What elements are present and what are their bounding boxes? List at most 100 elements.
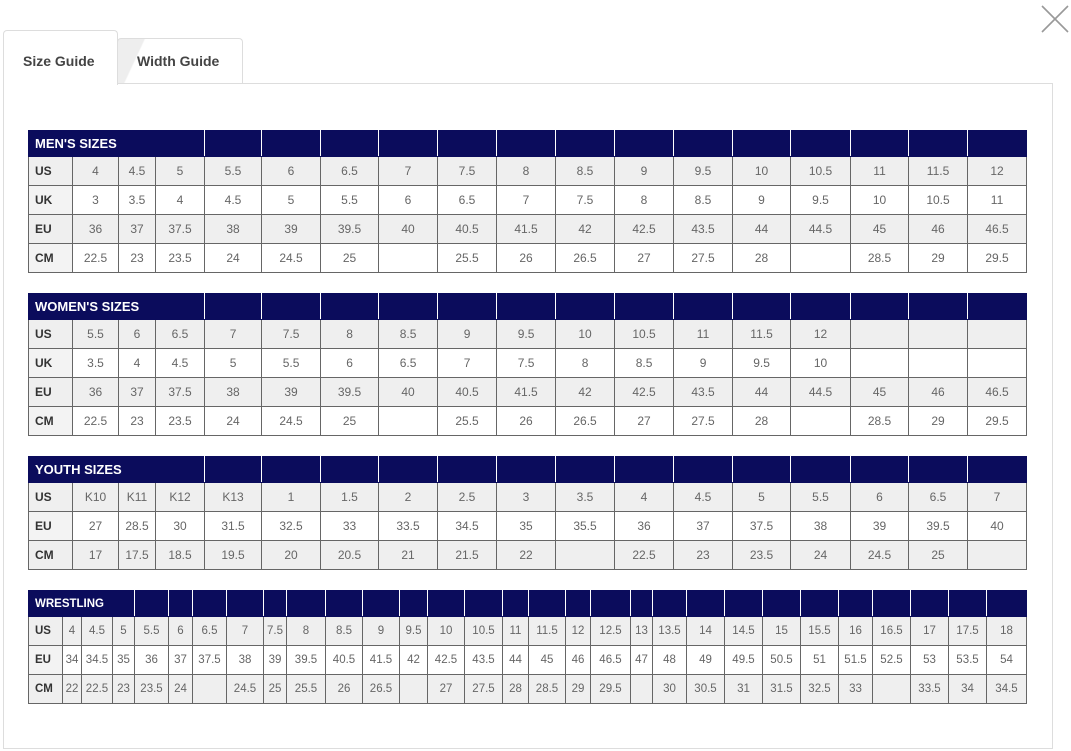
header-cell — [652, 590, 687, 617]
size-cell: 29.5 — [590, 674, 631, 704]
size-cell: 26.5 — [555, 406, 616, 436]
size-cell: 2.5 — [437, 482, 497, 512]
row-label: EU — [28, 214, 73, 244]
size-cell: 29 — [565, 674, 591, 704]
size-cell: 8.5 — [614, 348, 675, 378]
size-cell: 5 — [112, 616, 135, 646]
tab-width-guide[interactable]: Width Guide — [117, 38, 243, 84]
size-cell: 50.5 — [762, 645, 801, 675]
size-cell: 1.5 — [320, 482, 379, 512]
size-cell: 44 — [502, 645, 529, 675]
size-cell: 39 — [850, 511, 909, 541]
size-cell: 23.5 — [154, 406, 206, 436]
header-cell — [378, 130, 439, 157]
size-cell: 45 — [850, 214, 910, 244]
header-cell — [986, 590, 1027, 617]
size-cell: 25 — [263, 674, 287, 704]
size-cell: 30 — [652, 674, 687, 704]
size-cell — [908, 348, 969, 378]
size-cell: 6.5 — [378, 348, 439, 378]
row-label: EU — [28, 645, 63, 675]
header-cell — [204, 293, 263, 320]
table-row-uk: UK 3 3.5 4 4.5 5 5.5 6 6.5 7 7.5 8 8.5 9 9.5 10 10.5 11 — [28, 185, 1028, 215]
size-cell: 40 — [378, 377, 439, 407]
size-cell: 46.5 — [590, 645, 631, 675]
header-cell — [378, 456, 438, 483]
close-button[interactable] — [1040, 5, 1070, 33]
size-cell: 11 — [850, 156, 910, 186]
size-cell: 7 — [204, 319, 263, 349]
size-cell — [790, 406, 852, 436]
size-cell: 40.5 — [437, 214, 498, 244]
size-cell: 22.5 — [72, 406, 119, 436]
table-row-eu: EU 27 28.5 30 31.5 32.5 33 33.5 34.5 35 35.5 36 37 37… — [28, 511, 1027, 541]
tab-label: Width Guide — [137, 53, 220, 69]
size-cell: 41.5 — [362, 645, 400, 675]
size-cell: 33.5 — [378, 511, 438, 541]
table-row-us: US 5.5 6 6.5 7 7.5 8 8.5 9 9.5 10 10.5 11 11.5 12 — [28, 319, 1028, 349]
size-cell — [378, 406, 439, 436]
size-cell: 11.5 — [528, 616, 566, 646]
size-cell: 35.5 — [555, 511, 615, 541]
size-cell: 39 — [263, 645, 287, 675]
header-cell — [948, 590, 987, 617]
size-cell: 24 — [790, 540, 851, 570]
tab-size-guide[interactable]: Size Guide — [3, 30, 118, 85]
header-cell — [263, 590, 287, 617]
header-cell — [732, 456, 791, 483]
size-cell: 46 — [908, 214, 969, 244]
size-cell: 8.5 — [325, 616, 363, 646]
size-cell: 7.5 — [555, 185, 616, 215]
row-label: US — [28, 482, 73, 512]
size-cell: 37 — [118, 377, 156, 407]
table-row-cm: CM 22.5 23 23.5 24 24.5 25 25.5 26 26.5 27 27.5 28 28… — [28, 243, 1028, 273]
size-cell: 6.5 — [154, 319, 206, 349]
size-cell — [399, 674, 428, 704]
size-cell: 36 — [134, 645, 169, 675]
size-cell: 3.5 — [72, 348, 119, 378]
header-cell — [686, 590, 725, 617]
size-cell: 46.5 — [967, 214, 1028, 244]
size-cell: 26 — [325, 674, 363, 704]
header-cell — [204, 456, 262, 483]
size-cell: 6.5 — [192, 616, 227, 646]
header-cell — [872, 590, 911, 617]
header-cell — [908, 293, 969, 320]
size-cell: 5 — [732, 482, 791, 512]
header-cell — [967, 130, 1028, 157]
size-cell: 23.5 — [154, 243, 206, 273]
size-cell: 22 — [62, 674, 82, 704]
size-cell: 4 — [72, 156, 119, 186]
size-cell: 25.5 — [286, 674, 326, 704]
size-cell — [850, 319, 910, 349]
size-cell: 18 — [986, 616, 1027, 646]
header-cell — [673, 456, 733, 483]
size-cell: 6.5 — [908, 482, 968, 512]
size-cell: 9 — [437, 319, 498, 349]
header-cell — [204, 130, 263, 157]
size-cell: 20 — [261, 540, 321, 570]
header-cell — [724, 590, 763, 617]
close-x-icon — [1041, 5, 1069, 33]
size-cell: 13.5 — [652, 616, 687, 646]
size-cell: 29 — [908, 406, 969, 436]
size-cell: 42.5 — [614, 377, 675, 407]
size-cell: 11.5 — [908, 156, 969, 186]
size-cell: 3.5 — [555, 482, 615, 512]
size-cell: 11.5 — [732, 319, 792, 349]
header-cell — [399, 590, 428, 617]
size-cell: 10 — [427, 616, 465, 646]
size-cell: 45 — [528, 645, 566, 675]
size-cell: 49.5 — [724, 645, 763, 675]
size-cell: 12 — [967, 156, 1028, 186]
size-cell: 12 — [565, 616, 591, 646]
header-cell — [908, 130, 969, 157]
header-cell — [555, 130, 616, 157]
size-cell: 26.5 — [362, 674, 400, 704]
row-label: CM — [28, 406, 73, 436]
size-cell: 5.5 — [204, 156, 263, 186]
header-cell — [325, 590, 363, 617]
size-cell: 39.5 — [286, 645, 326, 675]
size-cell: 40.5 — [437, 377, 498, 407]
size-cell: 27 — [614, 243, 675, 273]
